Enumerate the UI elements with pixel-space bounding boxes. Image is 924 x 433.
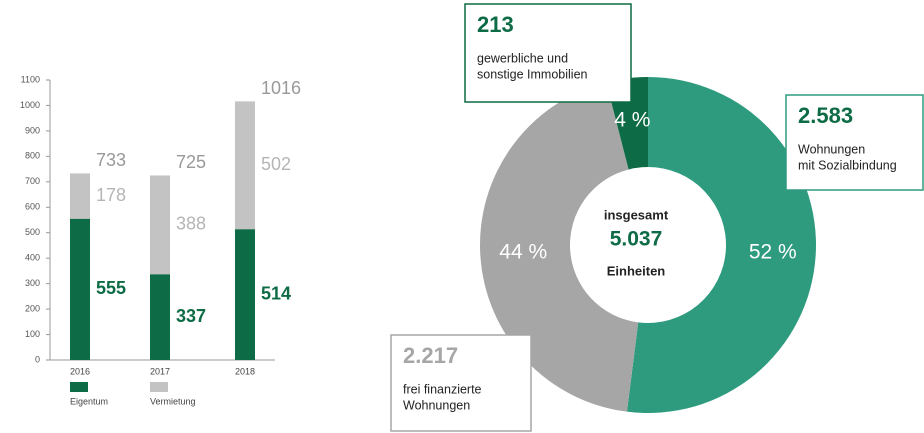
- value-label: 514: [261, 283, 291, 303]
- y-tick-label: 900: [25, 125, 40, 135]
- bar: [70, 173, 90, 219]
- callout-box: [390, 334, 532, 432]
- bar: [150, 274, 170, 360]
- donut-slice: [626, 77, 816, 413]
- slice-label: 44 %: [499, 240, 547, 263]
- callout-number: 2.217: [403, 343, 458, 368]
- legend-label: Vermietung: [150, 396, 196, 406]
- callout-box: [785, 94, 924, 191]
- y-tick-label: 300: [25, 278, 40, 288]
- callout-text: Wohnungen: [798, 142, 865, 156]
- legend-swatch: [150, 382, 168, 392]
- value-label: 337: [176, 306, 206, 326]
- slice-label: 4 %: [614, 109, 650, 132]
- x-tick-label: 2016: [70, 366, 90, 376]
- total-label: 1016: [261, 78, 301, 98]
- x-tick-label: 2017: [150, 366, 170, 376]
- value-label: 388: [176, 214, 206, 234]
- callout-text: sonstige Immobilien: [477, 67, 588, 81]
- bar: [150, 175, 170, 275]
- y-tick-label: 800: [25, 151, 40, 161]
- slice-label: 52 %: [749, 240, 797, 263]
- y-tick-label: 1000: [20, 100, 40, 110]
- callout-box: [464, 3, 632, 103]
- total-label: 733: [96, 150, 126, 170]
- value-label: 178: [96, 185, 126, 205]
- center-value: 5.037: [610, 228, 663, 251]
- value-label: 502: [261, 154, 291, 174]
- total-label: 725: [176, 152, 206, 172]
- legend-label: Eigentum: [70, 396, 108, 406]
- y-tick-label: 700: [25, 176, 40, 186]
- bar: [235, 101, 255, 230]
- y-tick-label: 500: [25, 227, 40, 237]
- donut-slice: [480, 82, 639, 412]
- callout-text: mit Sozialbindung: [798, 158, 897, 172]
- callout-text: gewerbliche und: [477, 51, 568, 65]
- y-tick-label: 100: [25, 329, 40, 339]
- center-top: insgesamt: [604, 207, 669, 222]
- y-tick-label: 1100: [21, 74, 40, 84]
- callout-text: Wohnungen: [403, 398, 470, 412]
- center-bottom: Einheiten: [607, 263, 666, 278]
- y-tick-label: 0: [35, 354, 40, 364]
- callout-number: 213: [477, 12, 514, 37]
- callout-number: 2.583: [798, 103, 853, 128]
- x-tick-label: 2018: [235, 366, 255, 376]
- callout-text: frei finanzierte: [403, 382, 482, 396]
- legend-swatch: [70, 382, 88, 392]
- value-label: 555: [96, 278, 126, 298]
- y-tick-label: 200: [25, 303, 40, 313]
- y-tick-label: 600: [25, 202, 40, 212]
- bar: [70, 218, 90, 360]
- y-tick-label: 400: [25, 253, 40, 263]
- bar: [235, 229, 255, 360]
